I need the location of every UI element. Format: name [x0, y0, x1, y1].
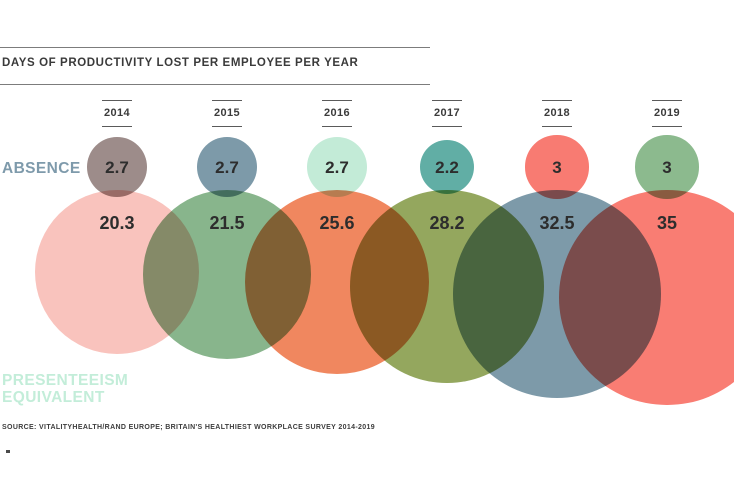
presenteeism-value-2018: 32.5 [539, 213, 575, 233]
year-header-2018: 2018 [527, 100, 587, 130]
year-tick-bottom-2016 [322, 126, 352, 127]
year-label-2014: 2014 [103, 107, 131, 119]
absence-circle-2017 [420, 140, 474, 194]
year-label-2017: 2017 [433, 107, 461, 119]
presenteeism-value-2017: 28.2 [429, 213, 465, 233]
absence-value-2014: 2.7 [105, 158, 129, 177]
presenteeism-value-2014: 20.3 [99, 213, 135, 233]
year-tick-bottom-2017 [432, 126, 462, 127]
year-label-2018: 2018 [543, 107, 571, 119]
absence-series-label: ABSENCE [2, 160, 81, 177]
year-tick-top-2017 [432, 100, 462, 101]
year-tick-top-2018 [542, 100, 572, 101]
title-rule-bottom [0, 84, 430, 85]
year-tick-bottom-2014 [102, 126, 132, 127]
year-tick-top-2015 [212, 100, 242, 101]
absence-circle-2019 [635, 135, 699, 199]
presenteeism-label-line1: PRESENTEEISM [2, 372, 129, 389]
absence-value-2019: 3 [662, 158, 672, 177]
year-label-2016: 2016 [323, 107, 351, 119]
presenteeism-value-2015: 21.5 [209, 213, 245, 233]
year-tick-top-2014 [102, 100, 132, 101]
absence-circle-2014 [87, 137, 147, 197]
presenteeism-circle-2019 [559, 190, 734, 406]
year-tick-bottom-2018 [542, 126, 572, 127]
absence-circle-2016 [307, 137, 367, 197]
absence-value-2015: 2.7 [215, 158, 239, 177]
year-header-2019: 2019 [637, 100, 697, 130]
absence-value-2017: 2.2 [435, 158, 459, 177]
presenteeism-value-2019: 35 [656, 213, 678, 233]
year-header-2016: 2016 [307, 100, 367, 130]
year-header-2015: 2015 [197, 100, 257, 130]
absence-value-2016: 2.7 [325, 158, 349, 177]
year-header-2017: 2017 [417, 100, 477, 130]
absence-value-2018: 3 [552, 158, 562, 177]
source-credit: SOURCE: VITALITYHEALTH/RAND EUROPE; BRIT… [2, 424, 375, 431]
year-tick-bottom-2019 [652, 126, 682, 127]
presenteeism-series-label: PRESENTEEISM EQUIVALENT [2, 372, 129, 406]
year-label-2015: 2015 [213, 107, 241, 119]
title-rule-top [0, 47, 430, 48]
year-tick-top-2016 [322, 100, 352, 101]
presenteeism-label-line2: EQUIVALENT [2, 388, 105, 406]
year-tick-bottom-2015 [212, 126, 242, 127]
stray-mark [6, 450, 10, 453]
presenteeism-value-2016: 25.6 [319, 213, 355, 233]
absence-circle-2015 [197, 137, 257, 197]
year-label-2019: 2019 [653, 107, 681, 119]
chart-title: DAYS OF PRODUCTIVITY LOST PER EMPLOYEE P… [2, 57, 359, 69]
year-header-2014: 2014 [87, 100, 147, 130]
absence-circle-2018 [525, 135, 589, 199]
year-tick-top-2019 [652, 100, 682, 101]
